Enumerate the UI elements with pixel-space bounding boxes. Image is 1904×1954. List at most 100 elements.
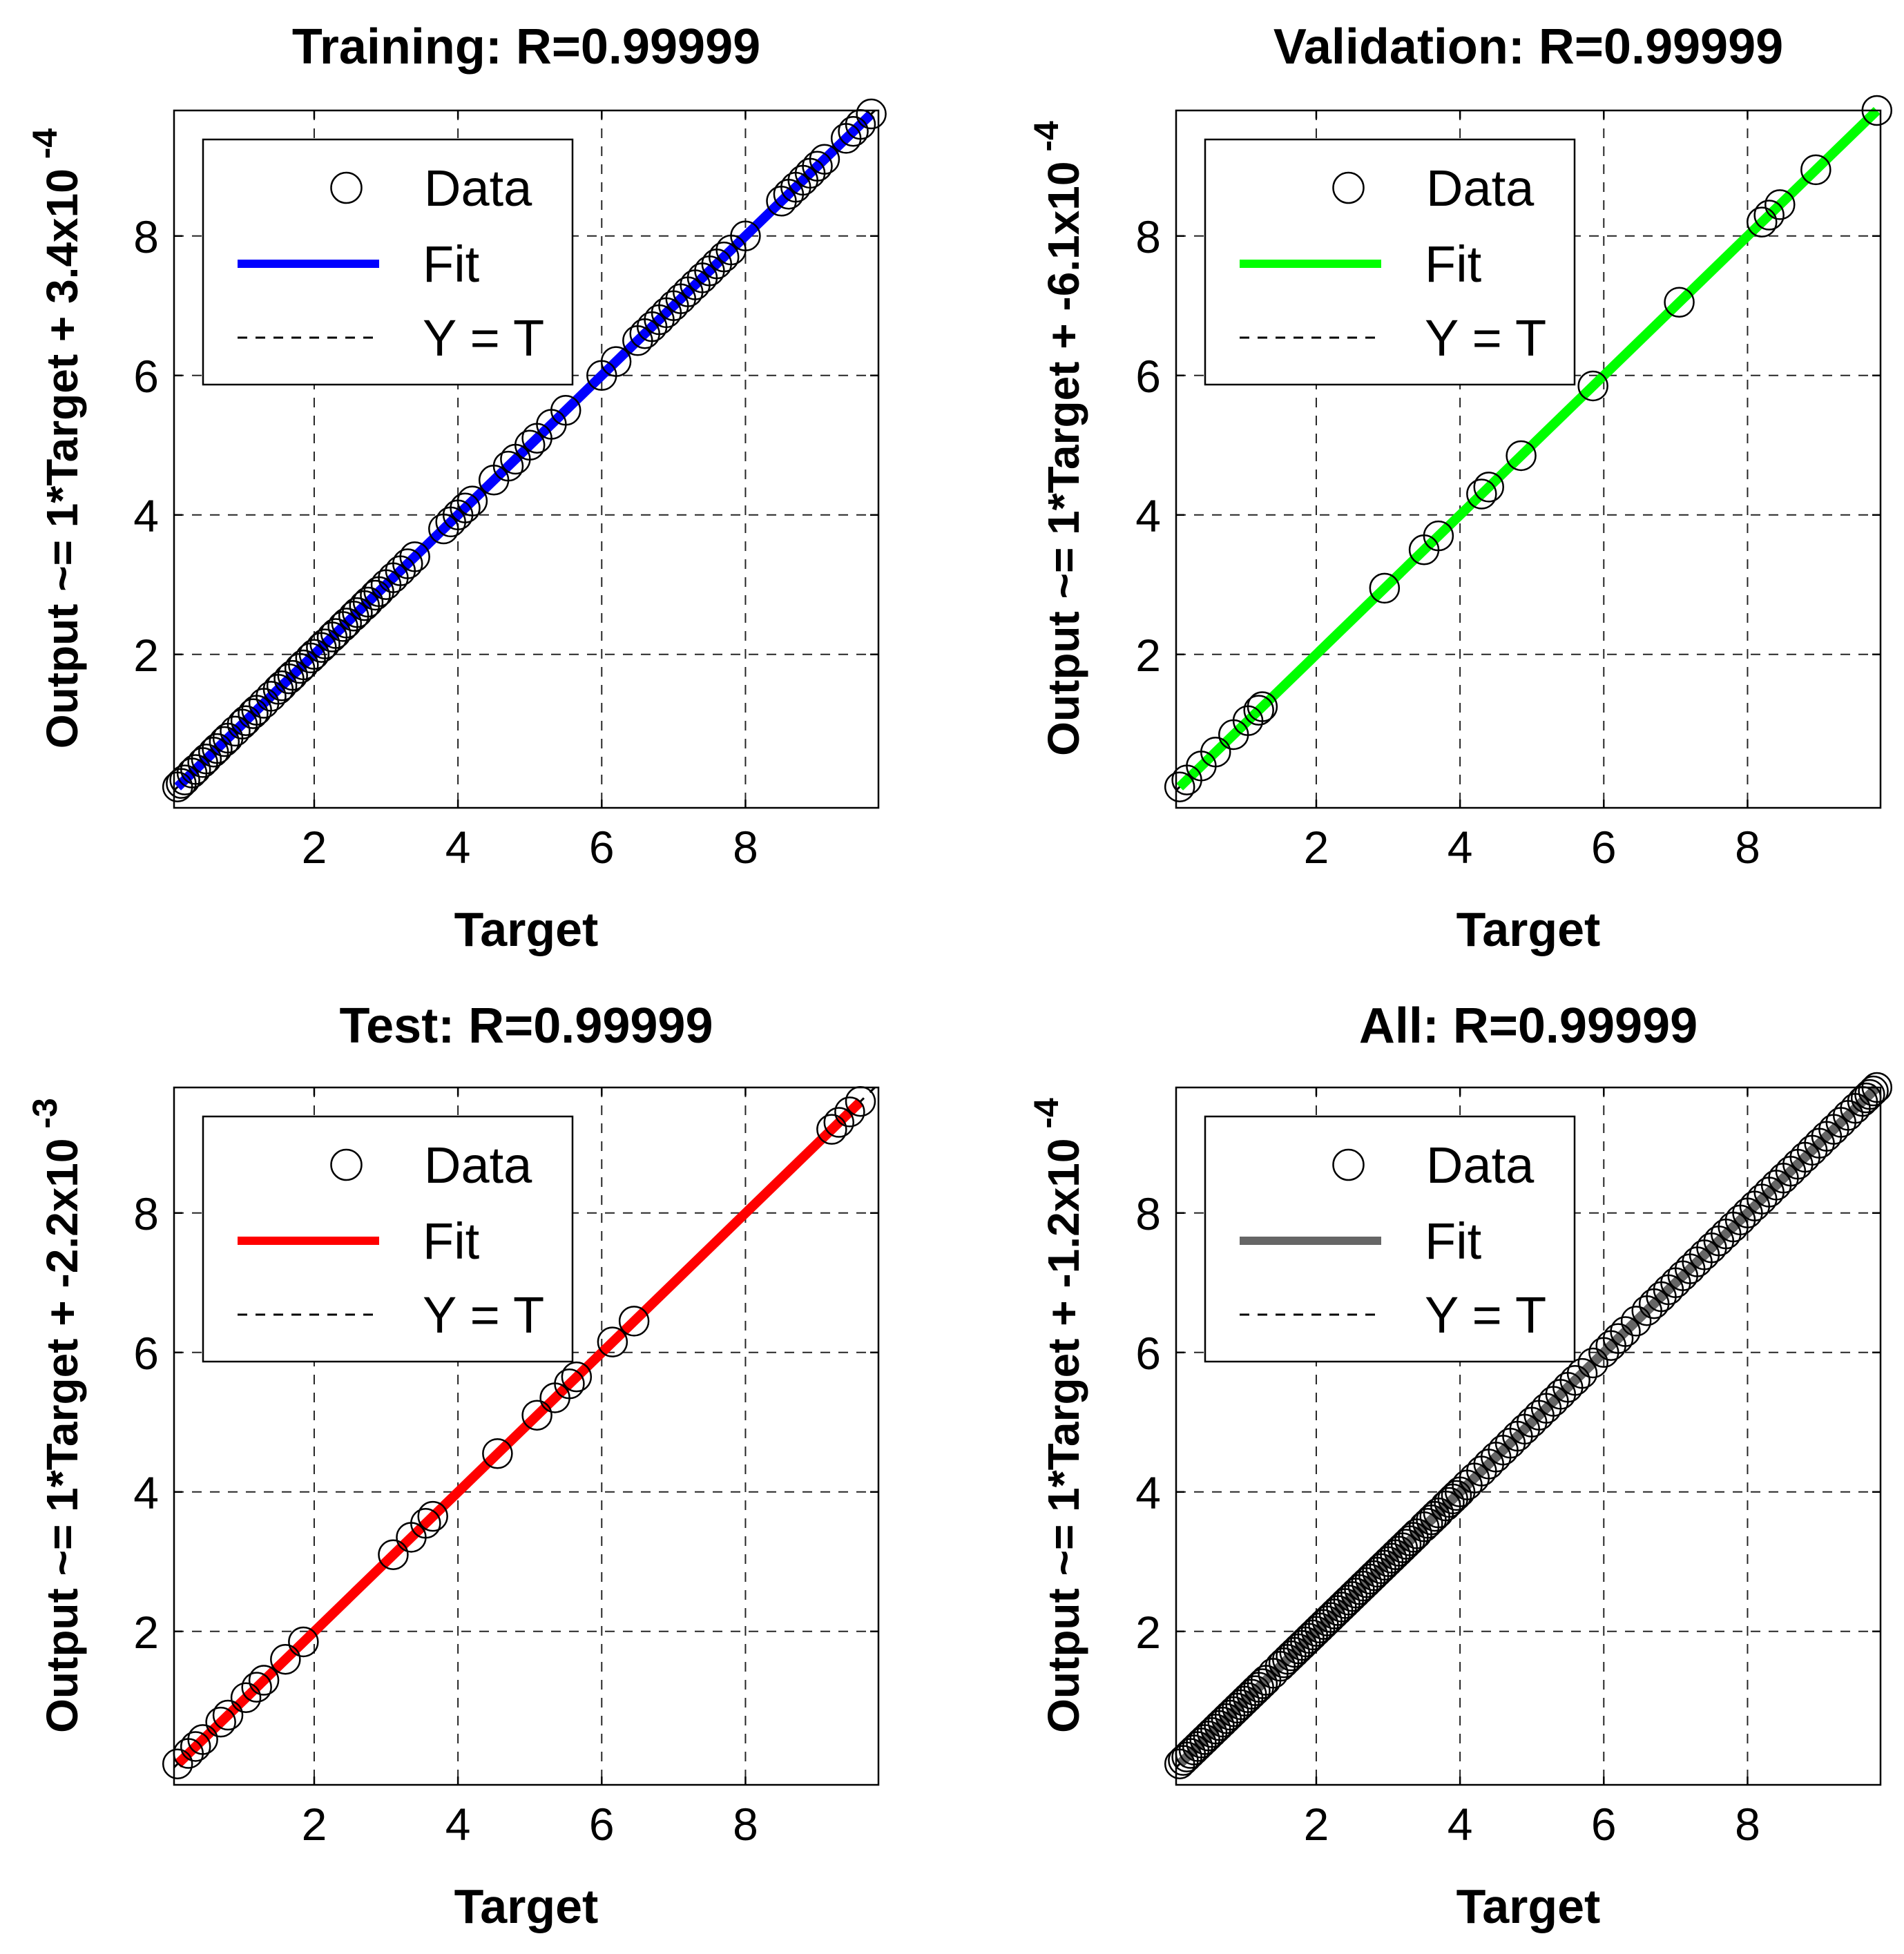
y-axis-label-exponent: -4 [26, 128, 64, 169]
data-point [248, 1665, 280, 1696]
data-point [191, 744, 222, 775]
legend-identity-label: Y = T [1425, 1286, 1546, 1344]
chart-title: Test: R=0.99999 [340, 998, 713, 1054]
data-point [1854, 1078, 1885, 1110]
data-point [1747, 206, 1778, 238]
data-point [288, 649, 319, 681]
legend: Data Fit Y = T [1204, 138, 1576, 386]
data-point [492, 450, 524, 482]
chart-title: Validation: R=0.99999 [1273, 19, 1783, 75]
data-point [256, 681, 287, 712]
data-point [202, 733, 233, 764]
legend-data-label: Data [1426, 1136, 1535, 1194]
data-point [1412, 1508, 1443, 1539]
data-point [1434, 1487, 1465, 1518]
y-tick-label: 4 [133, 1467, 159, 1518]
y-tick-label: 4 [1135, 490, 1161, 541]
data-point [482, 1438, 513, 1469]
x-axis-label: Target [1456, 902, 1601, 956]
legend-data-label: Data [1426, 159, 1535, 217]
subplot-1: 2 4 6 8 2 4 6 8 Training: R=0.99999 Target Output … [26, 19, 887, 956]
data-point [205, 1706, 236, 1738]
data-point [1247, 691, 1278, 722]
data-point [1247, 1668, 1278, 1699]
x-tick-label: 6 [1591, 822, 1617, 873]
y-axis-label: Output ~= 1*Target + -6.1x10 -4 [1027, 121, 1088, 756]
data-point [1466, 478, 1497, 510]
y-axis-label-exponent: -4 [1027, 1098, 1066, 1139]
data-point [600, 346, 632, 377]
y-axis-label-main: Output ~= 1*Target + -6.1x10 [1039, 162, 1088, 756]
legend-data-label: Data [424, 1136, 532, 1194]
x-tick-label: 6 [1591, 1799, 1617, 1850]
y-tick-label: 2 [133, 1607, 159, 1658]
data-point [399, 541, 430, 572]
x-tick-label: 4 [1448, 1799, 1473, 1850]
y-tick-label: 4 [1135, 1467, 1161, 1518]
axes-frame [1175, 1086, 1882, 1786]
data-point [521, 1400, 552, 1431]
data-point [1390, 1529, 1422, 1560]
data-point [1506, 440, 1537, 472]
x-tick-label: 8 [733, 1799, 758, 1850]
data-point [230, 1682, 262, 1713]
x-axis-label: Target [454, 902, 599, 956]
data-point [180, 754, 211, 785]
data-point [1566, 1357, 1598, 1389]
fit-line [174, 1098, 864, 1768]
data-point [220, 715, 251, 747]
data-point [298, 639, 330, 670]
y-axis-label-exponent: -3 [26, 1098, 64, 1138]
data-point [554, 1368, 585, 1400]
data-point [456, 485, 488, 516]
data-point [823, 1107, 855, 1138]
x-tick-label: 4 [445, 822, 471, 873]
y-tick-label: 4 [133, 490, 159, 541]
data-point [1441, 1480, 1472, 1511]
data-point [809, 144, 840, 175]
legend-data-label: Data [424, 159, 532, 217]
legend-data-marker [1332, 1148, 1365, 1181]
x-tick-label: 4 [1448, 822, 1473, 873]
legend-fit-label: Fit [1425, 235, 1482, 293]
data-point [277, 659, 308, 691]
data-point [550, 395, 581, 426]
data-point [514, 429, 546, 461]
legend-fit-label: Fit [1425, 1212, 1482, 1270]
legend-data-marker [330, 1148, 363, 1181]
data-point [1240, 1675, 1271, 1706]
data-point [187, 1724, 218, 1755]
data-point [410, 1508, 441, 1539]
legend-fit-label: Fit [423, 235, 480, 293]
data-point [1423, 520, 1454, 552]
y-tick-label: 8 [1135, 211, 1161, 262]
subplot-2: 2 4 6 8 2 4 6 8 Validation: R=0.99999 Target Outpu… [1027, 19, 1893, 956]
legend-fit-label: Fit [423, 1212, 480, 1270]
x-tick-label: 4 [445, 1799, 471, 1850]
legend-identity-label: Y = T [1425, 309, 1546, 367]
data-point [169, 764, 200, 795]
y-tick-label: 8 [133, 211, 159, 262]
chart-title: Training: R=0.99999 [292, 19, 760, 75]
data-point [1473, 472, 1505, 503]
subplot-4: 2 4 6 8 2 4 6 8 All: R=0.99999 Target Output ~= 1*… [1027, 998, 1893, 1933]
data-point [1610, 1316, 1641, 1347]
y-tick-label: 2 [1135, 630, 1161, 681]
data-point [561, 1361, 593, 1393]
data-point [360, 579, 391, 611]
data-point [1164, 771, 1195, 802]
data-point [209, 726, 240, 757]
axes-frame [173, 1086, 880, 1786]
data-point [331, 608, 363, 639]
y-tick-label: 2 [133, 630, 159, 681]
x-axis-label: Target [454, 1879, 599, 1933]
axes-frame [1175, 109, 1882, 809]
chart-title: All: R=0.99999 [1359, 998, 1698, 1054]
x-axis-label: Target [1456, 1879, 1601, 1933]
data-point [730, 220, 761, 252]
data-point [270, 1643, 301, 1675]
data-point [856, 98, 887, 130]
y-tick-label: 2 [1135, 1607, 1161, 1658]
data-point [1577, 370, 1608, 402]
